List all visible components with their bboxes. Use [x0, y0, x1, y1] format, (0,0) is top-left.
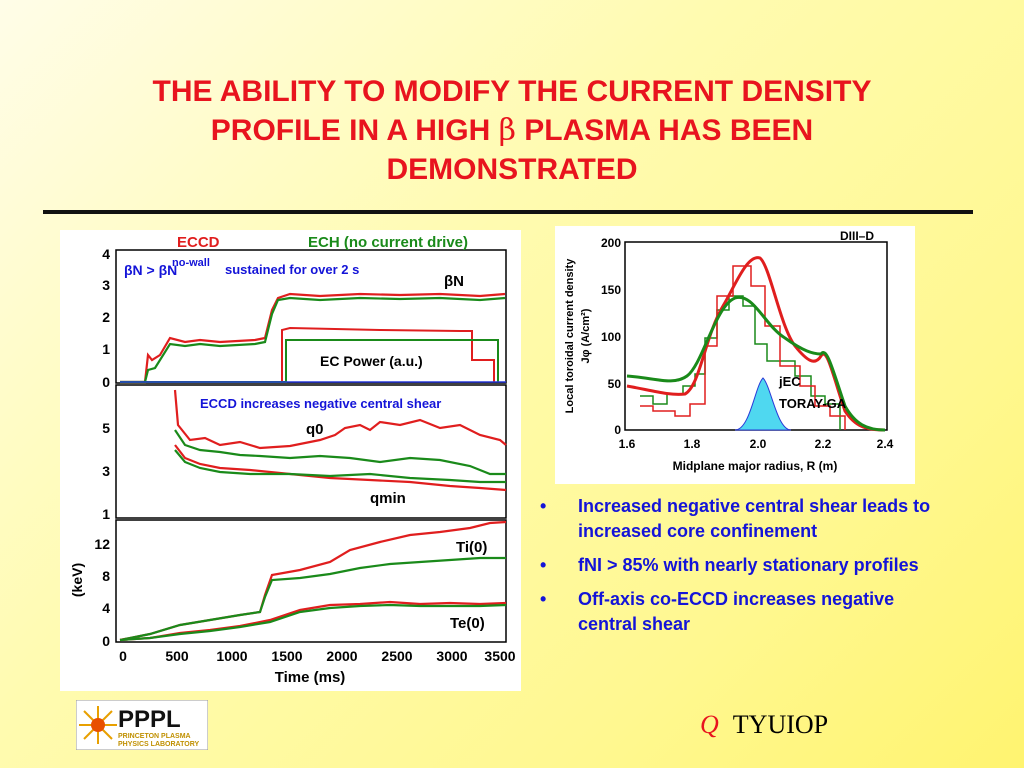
bullet-symbol: • — [540, 589, 547, 609]
footer-text: TYUIOP — [732, 710, 829, 739]
title-divider — [43, 210, 973, 214]
q0-ech-trace — [174, 429, 506, 476]
xtick-500: 500 — [165, 648, 189, 664]
ec-power-ech — [120, 339, 499, 383]
title-line-2b: PLASMA HAS BEEN — [515, 114, 814, 147]
r-ytick-150: 150 — [601, 283, 621, 297]
xtick-2500: 2500 — [381, 648, 412, 664]
logo-line-2: PHYSICS LABORATORY — [118, 741, 199, 748]
beta-compare-label: βN > βN — [124, 262, 177, 278]
pppl-logo: PPPL PRINCETON PLASMA PHYSICS LABORATORY — [75, 699, 209, 751]
r-xtick-2.0: 2.0 — [750, 437, 767, 451]
bullet-symbol: • — [540, 555, 547, 575]
te-ech-trace — [119, 603, 507, 642]
bullet-text-3: Off-axis co-ECCD increases negative cent… — [578, 589, 895, 634]
r-y-axis-label-2: Jφ (A/cm²) — [580, 308, 592, 363]
bullet-text-1: Increased negative central shear leads t… — [578, 496, 931, 541]
sun-core-icon — [91, 718, 105, 732]
ec-power-label: EC Power (a.u.) — [320, 353, 423, 369]
jec-profile — [734, 377, 792, 431]
logo-text: PPPL — [118, 706, 181, 733]
r-ytick-200: 200 — [601, 236, 621, 250]
p1-ytick-2: 2 — [102, 309, 110, 325]
r-y-axis-label-1: Local toroidal current density — [564, 258, 576, 414]
r-xtick-2.2: 2.2 — [815, 437, 832, 451]
q0-eccd-trace — [173, 389, 507, 450]
kev-axis-label: (keV) — [69, 563, 85, 597]
eccd-shear-label: ECCD increases negative central shear — [200, 396, 441, 411]
bullet-item-2: • fNI > 85% with nearly stationary profil… — [540, 553, 940, 578]
te-label: Te(0) — [450, 615, 485, 632]
current-density-figure: DIII–D 0 50 100 150 200 1.6 1.8 2.0 2.2 … — [555, 226, 915, 484]
title-beta: β — [498, 113, 516, 148]
ti-ech-trace — [119, 556, 506, 642]
beta-ech-trace — [120, 296, 506, 384]
slide-title: THE ABILITY TO MODIFY THE CURRENT DENSIT… — [40, 72, 984, 189]
bullet-item-1: • Increased negative central shear leads … — [540, 494, 940, 544]
footer: Q TYUIOP — [700, 710, 828, 740]
ech-profile — [626, 295, 886, 432]
p2-ytick-3: 3 — [102, 463, 110, 479]
time-traces-figure: 0 1 2 3 4 1 3 5 0 4 8 12 (keV) 0 500 100… — [60, 230, 521, 691]
xtick-0: 0 — [119, 648, 127, 664]
r-ytick-0: 0 — [614, 423, 621, 437]
ec-power-eccd — [120, 326, 495, 383]
p3-ytick-4: 4 — [102, 600, 110, 616]
p1-ytick-3: 3 — [102, 277, 110, 293]
bullet-text-2: fNI > 85% with nearly stationary profile… — [578, 555, 919, 575]
ti-eccd-trace — [119, 520, 507, 642]
p2-ytick-1: 1 — [102, 506, 110, 522]
time-axis-label: Time (ms) — [275, 669, 346, 686]
beta-n-label: βN — [444, 273, 464, 290]
r-xtick-1.6: 1.6 — [619, 437, 636, 451]
ti-label: Ti(0) — [456, 539, 487, 556]
r-ytick-50: 50 — [608, 377, 622, 391]
r-xtick-1.8: 1.8 — [684, 437, 701, 451]
bullet-list: • Increased negative central shear leads … — [540, 494, 940, 646]
bullet-symbol: • — [540, 496, 547, 516]
p1-ytick-4: 4 — [102, 246, 110, 262]
p3-ytick-8: 8 — [102, 568, 110, 584]
plot-frame-temp — [115, 519, 507, 643]
pppl-logo-svg: PPPL PRINCETON PLASMA PHYSICS LABORATORY — [75, 699, 209, 751]
xtick-3000: 3000 — [436, 648, 467, 664]
title-line-2: PROFILE IN A HIGH β PLASMA HAS BEEN — [40, 111, 984, 150]
bullet-item-3: • Off-axis co-ECCD increases negative cen… — [540, 587, 940, 637]
qmin-ech-trace — [174, 449, 506, 484]
r-x-axis-label: Midplane major radius, R (m) — [673, 459, 838, 473]
legend-eccd: ECCD — [177, 234, 220, 251]
r-ytick-100: 100 — [601, 330, 621, 344]
current-density-svg: DIII–D 0 50 100 150 200 1.6 1.8 2.0 2.2 … — [564, 229, 894, 473]
p3-ytick-0: 0 — [102, 633, 110, 649]
jec-label: jEC — [778, 374, 801, 389]
footer-q: Q — [700, 710, 719, 739]
title-line-3: DEMONSTRATED — [386, 153, 638, 186]
xtick-3500: 3500 — [484, 648, 515, 664]
qmin-label: qmin — [370, 490, 406, 507]
plot-frame-q — [115, 384, 507, 519]
title-line-2a: PROFILE IN A HIGH — [210, 114, 499, 147]
legend-ech: ECH (no current drive) — [308, 234, 468, 251]
p1-ytick-1: 1 — [102, 341, 110, 357]
beta-eccd-trace — [120, 292, 506, 384]
sustained-label: sustained for over 2 s — [225, 262, 359, 277]
p3-ytick-12: 12 — [94, 536, 110, 552]
xtick-1500: 1500 — [271, 648, 302, 664]
logo-line-1: PRINCETON PLASMA — [118, 733, 191, 740]
toray-label: TORAY-GA — [779, 396, 847, 411]
r-xtick-2.4: 2.4 — [877, 437, 894, 451]
time-traces-svg: 0 1 2 3 4 1 3 5 0 4 8 12 (keV) 0 500 100… — [69, 234, 516, 686]
title-line-1: THE ABILITY TO MODIFY THE CURRENT DENSIT… — [152, 75, 872, 108]
beta-nowall-superscript: no-wall — [172, 257, 210, 269]
p2-ytick-5: 5 — [102, 420, 110, 436]
plot-frame-beta — [115, 249, 507, 384]
xtick-1000: 1000 — [216, 648, 247, 664]
xtick-2000: 2000 — [326, 648, 357, 664]
device-label: DIII–D — [840, 229, 874, 243]
eccd-histogram — [640, 265, 846, 430]
p1-ytick-0: 0 — [102, 374, 110, 390]
q0-label: q0 — [306, 421, 324, 438]
